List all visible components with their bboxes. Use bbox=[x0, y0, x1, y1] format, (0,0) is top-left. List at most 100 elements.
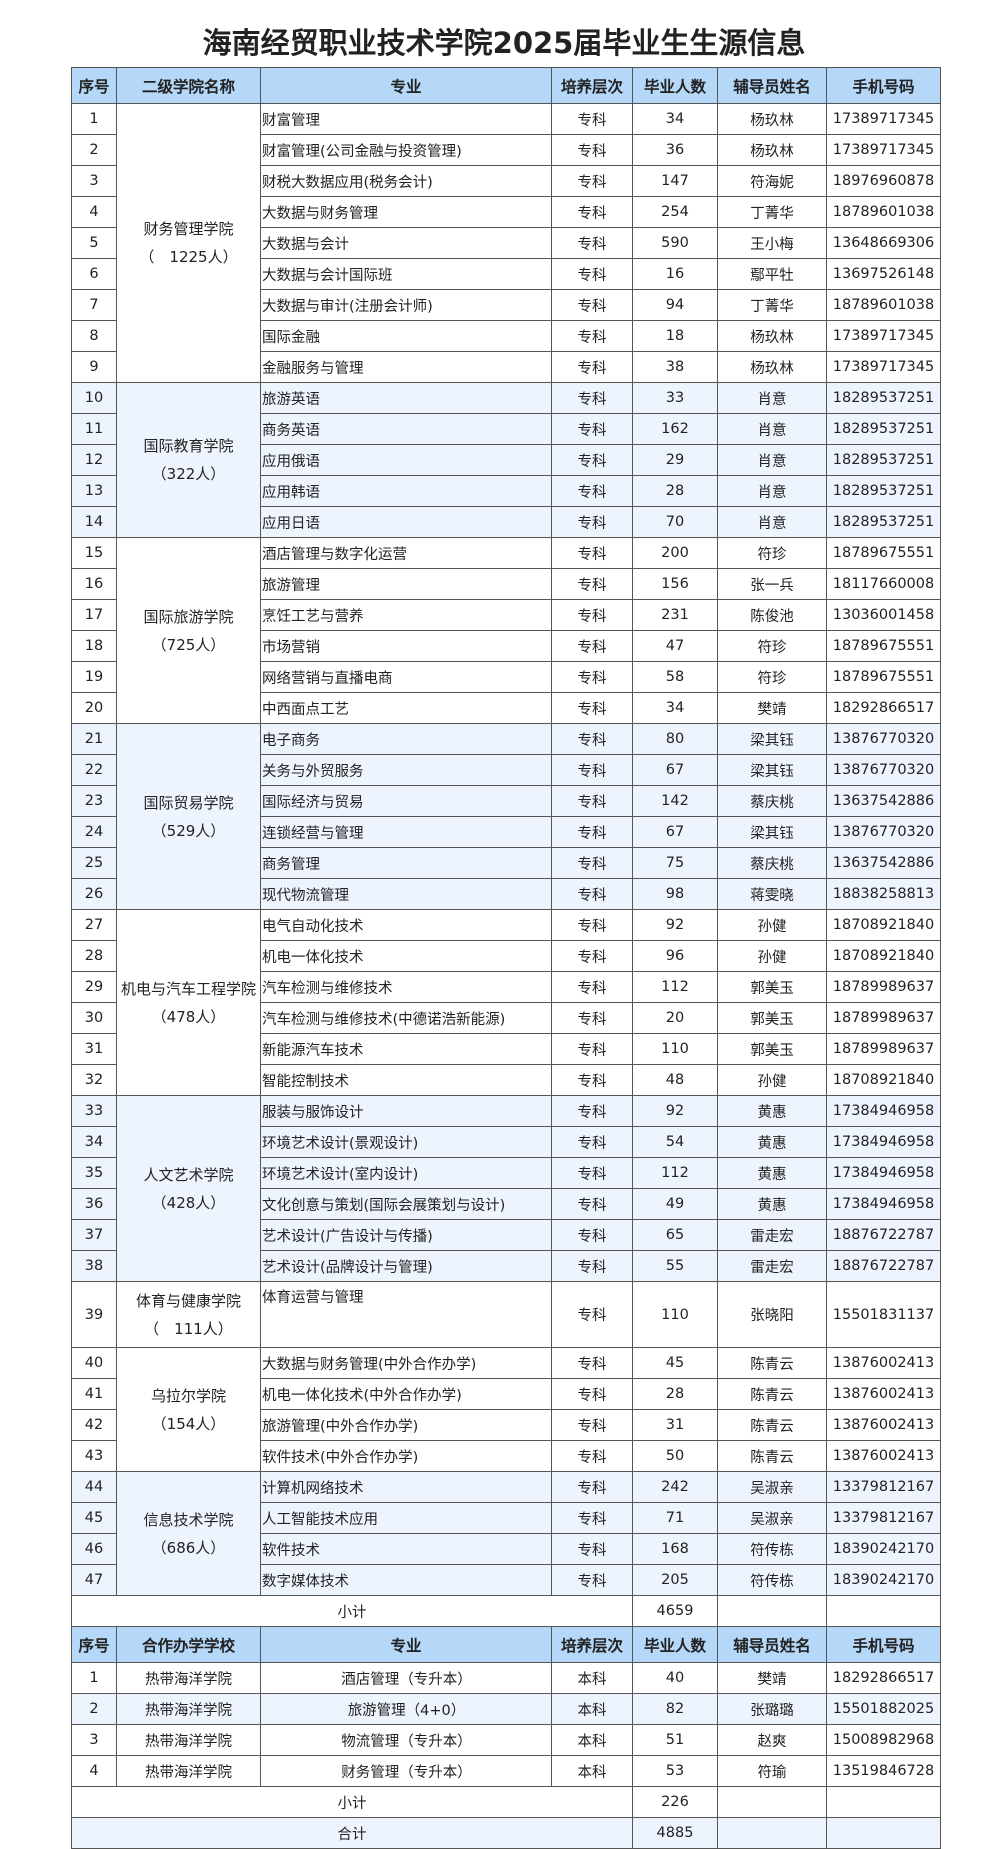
index-cell: 37 bbox=[71, 1219, 117, 1251]
major-cell: 财务管理（专升本） bbox=[260, 1755, 552, 1787]
level-cell: 专科 bbox=[551, 1502, 633, 1534]
level-cell: 专科 bbox=[551, 630, 633, 662]
phone-cell: 13876002413 bbox=[826, 1440, 941, 1472]
graduates-cell: 254 bbox=[632, 196, 718, 228]
page-title: 海南经贸职业技术学院2025届毕业生生源信息 bbox=[202, 26, 806, 60]
index-cell: 12 bbox=[71, 444, 117, 476]
table-row: 2 财富管理(公司金融与投资管理) 专科 36 杨玖林 17389717345 bbox=[71, 134, 941, 166]
graduates-cell: 75 bbox=[632, 847, 718, 879]
major-cell: 国际经济与贸易 bbox=[260, 785, 552, 817]
major-cell: 旅游英语 bbox=[260, 382, 552, 414]
level-cell: 专科 bbox=[551, 692, 633, 724]
level-cell: 专科 bbox=[551, 940, 633, 972]
header-college: 二级学院名称 bbox=[116, 67, 261, 104]
index-cell: 18 bbox=[71, 630, 117, 662]
graduates-cell: 45 bbox=[632, 1347, 718, 1379]
index-cell: 20 bbox=[71, 692, 117, 724]
phone-cell: 17384946958 bbox=[826, 1157, 941, 1189]
subtotal-row: 小计 4659 bbox=[71, 1595, 941, 1627]
level-cell: 专科 bbox=[551, 475, 633, 507]
graduates-cell: 38 bbox=[632, 351, 718, 383]
phone-cell: 18876722787 bbox=[826, 1219, 941, 1251]
level-cell: 专科 bbox=[551, 878, 633, 910]
graduates-cell: 590 bbox=[632, 227, 718, 259]
level-cell: 专科 bbox=[551, 1564, 633, 1596]
phone-cell: 13648669306 bbox=[826, 227, 941, 259]
counselor-cell: 张晓阳 bbox=[717, 1281, 827, 1348]
graduates-cell: 156 bbox=[632, 568, 718, 600]
index-cell: 22 bbox=[71, 754, 117, 786]
index-cell: 3 bbox=[71, 165, 117, 197]
table-row: 11 商务英语 专科 162 肖意 18289537251 bbox=[71, 413, 941, 445]
counselor-cell: 王小梅 bbox=[717, 227, 827, 259]
counselor-cell: 黄惠 bbox=[717, 1095, 827, 1127]
table-row: 21 国际贸易学院 （529人） 电子商务 专科 80 梁其钰 13876770320 bbox=[71, 723, 941, 910]
index-cell: 27 bbox=[71, 909, 117, 941]
table-header-row: 序号 合作办学学校 专业 培养层次 毕业人数 辅导员姓名 手机号码 bbox=[71, 1626, 941, 1663]
empty-cell bbox=[826, 1786, 941, 1818]
table-row: 10 国际教育学院 （322人） 旅游英语 专科 33 肖意 18289537251 bbox=[71, 382, 941, 538]
phone-cell: 18708921840 bbox=[826, 940, 941, 972]
table-row: 4 大数据与财务管理 专科 254 丁菁华 18789601038 bbox=[71, 196, 941, 228]
table-row: 36 文化创意与策划(国际会展策划与设计) 专科 49 黄惠 17384946958 bbox=[71, 1188, 941, 1220]
phone-cell: 18789601038 bbox=[826, 196, 941, 228]
level-cell: 专科 bbox=[551, 1064, 633, 1096]
graduates-cell: 55 bbox=[632, 1250, 718, 1282]
counselor-cell: 梁其钰 bbox=[717, 816, 827, 848]
phone-cell: 18976960878 bbox=[826, 165, 941, 197]
index-cell: 30 bbox=[71, 1002, 117, 1034]
level-cell: 专科 bbox=[551, 1378, 633, 1410]
counselor-cell: 吴淑亲 bbox=[717, 1502, 827, 1534]
phone-cell: 13036001458 bbox=[826, 599, 941, 631]
table-row: 40 乌拉尔学院 （154人） 大数据与财务管理(中外合作办学) 专科 45 陈青云 1387… bbox=[71, 1347, 941, 1472]
graduates-cell: 112 bbox=[632, 1157, 718, 1189]
phone-cell: 17389717345 bbox=[826, 103, 941, 135]
phone-cell: 18789675551 bbox=[826, 661, 941, 693]
header-index: 序号 bbox=[71, 1626, 117, 1663]
graduates-cell: 58 bbox=[632, 661, 718, 693]
level-cell: 专科 bbox=[551, 227, 633, 259]
phone-cell: 13379812167 bbox=[826, 1502, 941, 1534]
level-cell: 专科 bbox=[551, 134, 633, 166]
counselor-cell: 丁菁华 bbox=[717, 289, 827, 321]
table-row: 30 汽车检测与维修技术(中德诺浩新能源) 专科 20 郭美玉 18789989637 bbox=[71, 1002, 941, 1034]
index-cell: 13 bbox=[71, 475, 117, 507]
phone-cell: 18789675551 bbox=[826, 630, 941, 662]
graduates-cell: 98 bbox=[632, 878, 718, 910]
level-cell: 专科 bbox=[551, 196, 633, 228]
counselor-cell: 赵爽 bbox=[717, 1724, 827, 1756]
major-cell: 体育运营与管理 bbox=[260, 1281, 552, 1348]
college-cell: 国际教育学院 （322人） bbox=[116, 382, 261, 538]
level-cell: 专科 bbox=[551, 847, 633, 879]
major-cell: 文化创意与策划(国际会展策划与设计) bbox=[260, 1188, 552, 1220]
table-row: 44 信息技术学院 （686人） 计算机网络技术 专科 242 吴淑亲 13379812167 bbox=[71, 1471, 941, 1596]
counselor-cell: 郭美玉 bbox=[717, 1002, 827, 1034]
total-row: 合计 4885 bbox=[71, 1817, 941, 1849]
college-name: 国际教育学院 bbox=[143, 437, 234, 455]
major-cell: 网络营销与直播电商 bbox=[260, 661, 552, 693]
graduates-cell: 54 bbox=[632, 1126, 718, 1158]
counselor-cell: 符瑜 bbox=[717, 1755, 827, 1787]
graduates-cell: 96 bbox=[632, 940, 718, 972]
index-cell: 44 bbox=[71, 1471, 117, 1503]
phone-cell: 13876002413 bbox=[826, 1347, 941, 1379]
counselor-cell: 符传栋 bbox=[717, 1564, 827, 1596]
college-count: （322人） bbox=[151, 465, 226, 483]
graduates-cell: 92 bbox=[632, 1095, 718, 1127]
index-cell: 1 bbox=[71, 1662, 117, 1694]
counselor-cell: 郭美玉 bbox=[717, 1033, 827, 1065]
college-cell: 乌拉尔学院 （154人） bbox=[116, 1347, 261, 1472]
level-cell: 专科 bbox=[551, 103, 633, 135]
college-cell: 财务管理学院 （ 1225人） bbox=[116, 103, 261, 383]
major-cell: 旅游管理 bbox=[260, 568, 552, 600]
phone-cell: 13876002413 bbox=[826, 1378, 941, 1410]
phone-cell: 18876722787 bbox=[826, 1250, 941, 1282]
graduates-cell: 34 bbox=[632, 692, 718, 724]
phone-cell: 13519846728 bbox=[826, 1755, 941, 1787]
major-cell: 大数据与会计 bbox=[260, 227, 552, 259]
graduates-cell: 51 bbox=[632, 1724, 718, 1756]
empty-cell bbox=[717, 1595, 827, 1627]
counselor-cell: 雷走宏 bbox=[717, 1250, 827, 1282]
total-row-label: 合计 bbox=[71, 1817, 633, 1849]
index-cell: 34 bbox=[71, 1126, 117, 1158]
